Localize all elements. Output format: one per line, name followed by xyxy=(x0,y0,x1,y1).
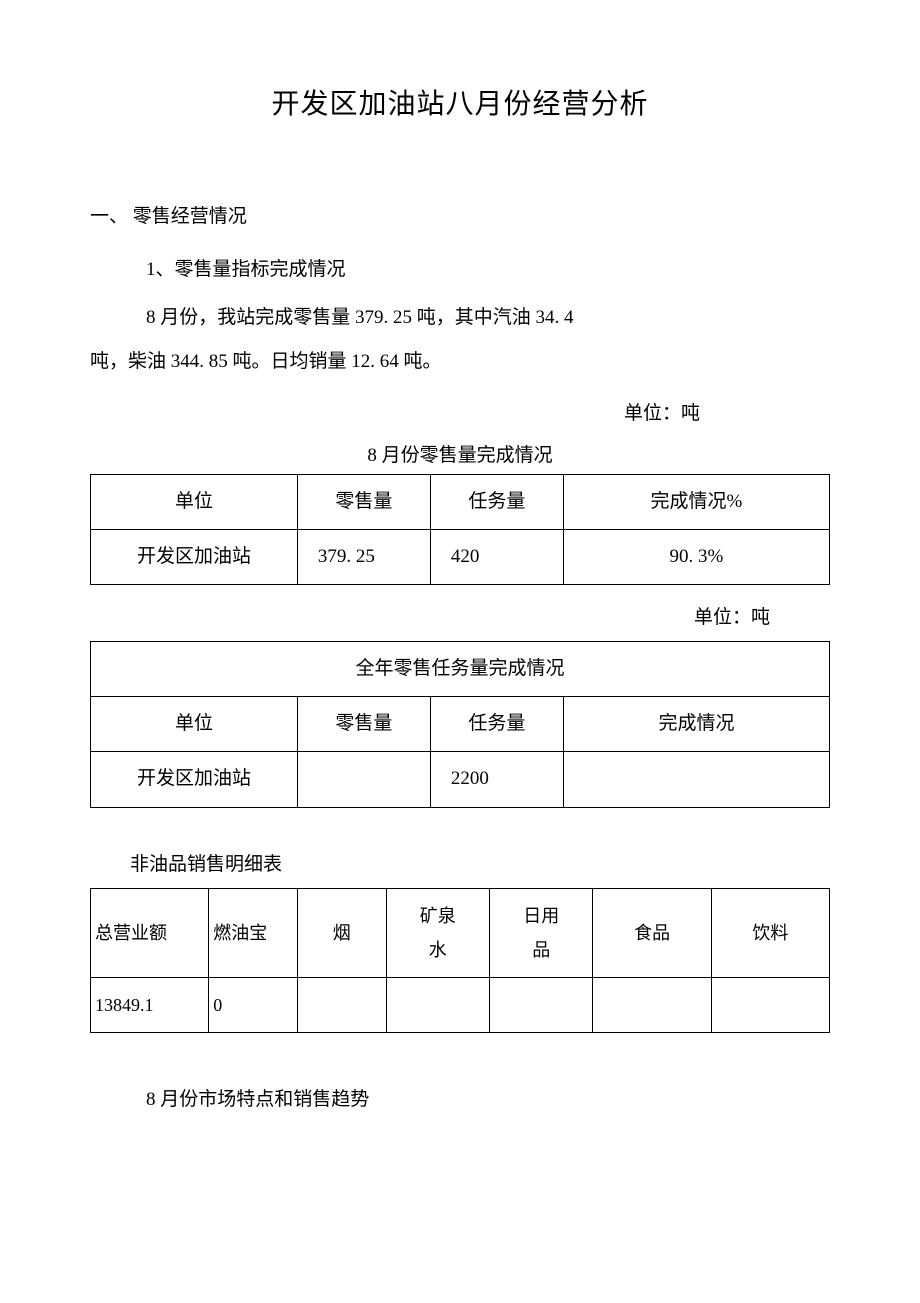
table-header-cell: 烟 xyxy=(297,888,386,977)
table-header-cell: 零售量 xyxy=(297,697,430,752)
header-text: 品 xyxy=(532,940,550,960)
table-header-cell: 单位 xyxy=(91,474,298,529)
table-cell xyxy=(297,978,386,1033)
table1-caption: 8 月份零售量完成情况 xyxy=(90,439,830,473)
table-header-cell: 食品 xyxy=(593,888,711,977)
table-row: 13849.1 0 xyxy=(91,978,830,1033)
table-header-cell: 总营业额 xyxy=(91,888,209,977)
section-1-heading: 一、 零售经营情况 xyxy=(90,200,830,234)
header-text: 矿泉 xyxy=(420,906,456,926)
table-row: 开发区加油站 2200 xyxy=(91,752,830,807)
table-row: 全年零售任务量完成情况 xyxy=(91,642,830,697)
table-cell: 2200 xyxy=(430,752,563,807)
table-cell xyxy=(711,978,829,1033)
unit-label-2: 单位：吨 xyxy=(90,601,830,635)
table-row: 单位 零售量 任务量 完成情况% xyxy=(91,474,830,529)
table2-caption: 全年零售任务量完成情况 xyxy=(91,642,830,697)
table-cell: 开发区加油站 xyxy=(91,529,298,584)
table-cell xyxy=(386,978,489,1033)
table-cell xyxy=(297,752,430,807)
unit-label-1: 单位：吨 xyxy=(90,397,830,431)
table-cell: 13849.1 xyxy=(91,978,209,1033)
table-header-cell: 日用 品 xyxy=(490,888,593,977)
table-header-cell: 完成情况% xyxy=(563,474,829,529)
header-text: 水 xyxy=(429,940,447,960)
table-header-cell: 零售量 xyxy=(297,474,430,529)
table-cell: 0 xyxy=(209,978,298,1033)
header-text: 日用 xyxy=(523,906,559,926)
table-row: 开发区加油站 379. 25 420 90. 3% xyxy=(91,529,830,584)
table-cell: 90. 3% xyxy=(563,529,829,584)
table-header-cell: 饮料 xyxy=(711,888,829,977)
table-header-cell: 完成情况 xyxy=(563,697,829,752)
table-cell: 开发区加油站 xyxy=(91,752,298,807)
sub-heading-1: 1、零售量指标完成情况 xyxy=(146,253,830,287)
summary-paragraph-line1: 8 月份，我站完成零售量 379. 25 吨，其中汽油 34. 4 xyxy=(146,301,830,335)
doc-title: 开发区加油站八月份经营分析 xyxy=(90,80,830,130)
trend-heading: 8 月份市场特点和销售趋势 xyxy=(146,1083,830,1117)
table-header-cell: 燃油宝 xyxy=(209,888,298,977)
table-row: 总营业额 燃油宝 烟 矿泉 水 日用 品 食品 饮料 xyxy=(91,888,830,977)
table-header-cell: 矿泉 水 xyxy=(386,888,489,977)
table-annual-retail: 全年零售任务量完成情况 单位 零售量 任务量 完成情况 开发区加油站 2200 xyxy=(90,641,830,808)
table3-caption: 非油品销售明细表 xyxy=(130,848,830,882)
table-row: 单位 零售量 任务量 完成情况 xyxy=(91,697,830,752)
table-cell xyxy=(490,978,593,1033)
table-cell: 379. 25 xyxy=(297,529,430,584)
table-cell xyxy=(593,978,711,1033)
table-header-cell: 单位 xyxy=(91,697,298,752)
table-header-cell: 任务量 xyxy=(430,474,563,529)
table-non-oil-sales: 总营业额 燃油宝 烟 矿泉 水 日用 品 食品 饮料 13849.1 0 xyxy=(90,888,830,1034)
table-cell: 420 xyxy=(430,529,563,584)
table-monthly-retail: 单位 零售量 任务量 完成情况% 开发区加油站 379. 25 420 90. … xyxy=(90,474,830,585)
summary-paragraph-line2: 吨，柴油 344. 85 吨。日均销量 12. 64 吨。 xyxy=(90,345,830,379)
table-header-cell: 任务量 xyxy=(430,697,563,752)
table-cell xyxy=(563,752,829,807)
